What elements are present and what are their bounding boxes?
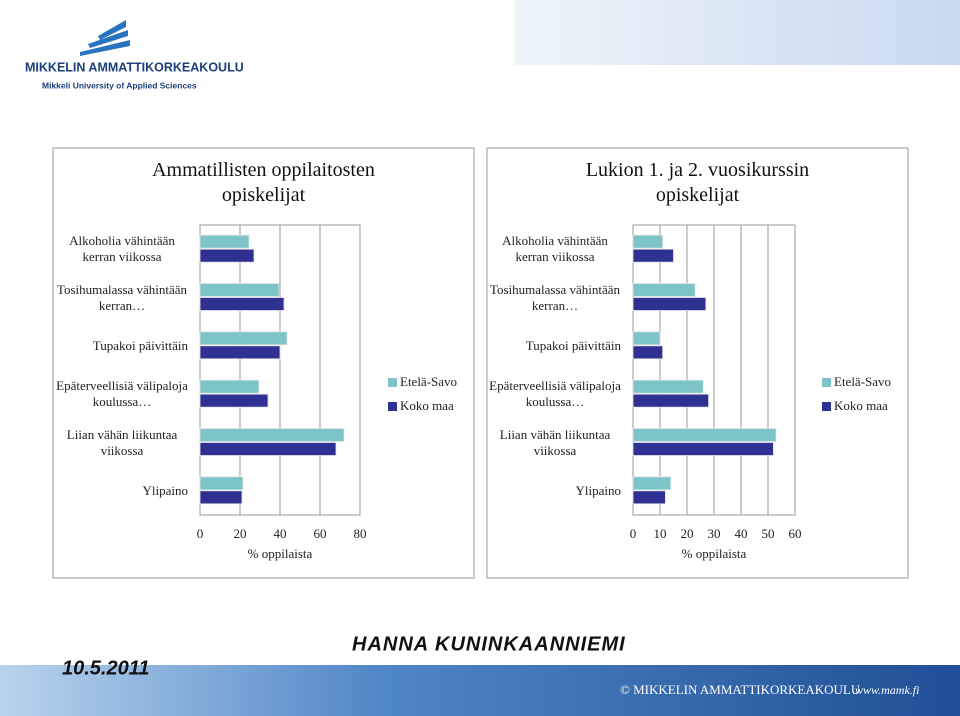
legend-label: Koko maa <box>400 398 454 413</box>
legend-swatch <box>822 402 831 411</box>
x-axis-label: % oppilaista <box>248 546 313 561</box>
category-label: Tupakoi päivittäin <box>92 337 188 353</box>
logo-name: MIKKELIN AMMATTIKORKEAKOULU <box>25 60 244 74</box>
x-tick-label: 50 <box>762 526 775 541</box>
bar <box>632 393 709 408</box>
bar <box>199 476 244 491</box>
x-tick-label: 0 <box>630 526 637 541</box>
author: HANNA KUNINKAANNIEMI <box>352 633 626 655</box>
x-tick-label: 0 <box>197 526 204 541</box>
category-label: Ylipaino <box>142 482 189 498</box>
bar <box>199 234 250 249</box>
x-tick-label: 20 <box>234 526 247 541</box>
x-tick-label: 40 <box>274 526 287 541</box>
category-label: Tupakoi päivittäin <box>525 337 621 353</box>
x-tick-label: 40 <box>735 526 748 541</box>
category-label: Tosihumalassa vähintään kerran… <box>56 281 188 313</box>
x-tick-label: 30 <box>708 526 721 541</box>
category-label: Alkoholia vähintään kerran viikossa <box>502 233 608 265</box>
bar <box>632 428 777 442</box>
bar <box>199 331 288 346</box>
legend-swatch <box>388 378 397 387</box>
bar <box>199 393 269 408</box>
category-label: Ylipaino <box>575 482 622 498</box>
x-axis-label: % oppilaista <box>682 546 747 561</box>
footer-band <box>0 665 960 716</box>
category-label: Liian vähän liikuntaa viikossa <box>66 426 178 458</box>
legend-label: Etelä-Savo <box>400 374 457 389</box>
bar <box>632 234 664 249</box>
logo-subtitle: Mikkeli University of Applied Sciences <box>42 80 197 90</box>
chart-title: Lukion 1. ja 2. vuosikurssin opiskelijat <box>585 159 810 206</box>
bar <box>199 379 260 394</box>
bar <box>199 297 285 311</box>
category-label: Tosihumalassa vähintään kerran… <box>489 281 621 313</box>
category-label: Liian vähän liikuntaa viikossa <box>499 426 611 458</box>
x-tick-label: 80 <box>354 526 367 541</box>
date: 10.5.2011 <box>62 657 150 679</box>
header-waves <box>515 0 960 65</box>
bar <box>632 442 774 456</box>
bar <box>199 345 281 360</box>
plot-frame <box>199 224 361 516</box>
category-label: Alkoholia vähintään kerran viikossa <box>69 233 175 265</box>
legend-swatch <box>388 402 397 411</box>
bar <box>199 490 243 505</box>
bar <box>632 283 696 297</box>
bar <box>632 248 674 263</box>
bar <box>632 345 664 360</box>
bar <box>632 476 672 491</box>
legend-label: Etelä-Savo <box>834 374 891 389</box>
bar <box>199 442 337 456</box>
category-label: Epäterveellisiä välipaloja koulussa… <box>489 378 621 410</box>
legend-swatch <box>822 378 831 387</box>
bar <box>632 490 666 505</box>
x-tick-label: 60 <box>314 526 327 541</box>
bar <box>199 283 280 297</box>
bar <box>632 379 704 394</box>
bar <box>199 248 255 263</box>
copyright: © MIKKELIN AMMATTIKORKEAKOULU <box>620 682 861 697</box>
bar <box>199 428 345 442</box>
url: www.mamk.fi <box>855 683 919 697</box>
logo-mark <box>80 20 130 56</box>
chart-title: Ammatillisten oppilaitosten opiskelijat <box>152 159 375 206</box>
category-label: Epäterveellisiä välipaloja koulussa… <box>56 378 188 410</box>
legend-label: Koko maa <box>834 398 888 413</box>
bar <box>632 331 661 346</box>
plot-frame <box>632 224 796 516</box>
panel <box>486 147 909 579</box>
x-tick-label: 10 <box>654 526 667 541</box>
panel <box>52 147 475 579</box>
x-tick-label: 20 <box>681 526 694 541</box>
bar <box>632 297 707 311</box>
x-tick-label: 60 <box>789 526 802 541</box>
